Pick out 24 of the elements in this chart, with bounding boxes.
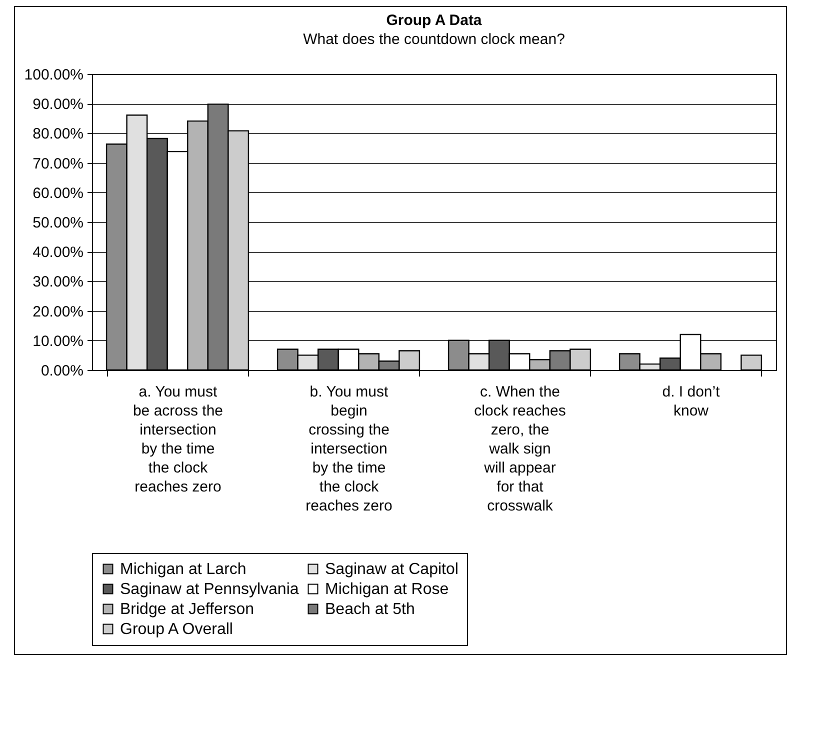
legend-label: Saginaw at Capitol xyxy=(325,561,458,578)
y-tick-label: 30.00% xyxy=(32,274,84,291)
y-tick-label: 80.00% xyxy=(32,126,84,143)
x-tick-label: b. You must begin crossing the intersection by the time the clock reaches zero xyxy=(306,384,392,514)
y-tick-label: 0.00% xyxy=(40,362,84,380)
legend-label: Group A Overall xyxy=(120,621,233,638)
legend-label: Saginaw at Pennsylvania xyxy=(120,581,299,598)
legend-label: Beach at 5th xyxy=(325,601,415,618)
y-tick-label: 50.00% xyxy=(32,214,84,232)
legend-label: Michigan at Rose xyxy=(325,581,449,598)
x-tick-label: d. I don’t know xyxy=(662,384,721,420)
y-tick-label: 40.00% xyxy=(32,244,84,262)
y-tick-label: 100.00% xyxy=(24,66,84,84)
legend-label: Bridge at Jefferson xyxy=(120,601,254,618)
y-tick-label: 90.00% xyxy=(32,96,84,114)
y-tick-label: 60.00% xyxy=(32,184,84,202)
y-tick-label: 20.00% xyxy=(32,303,84,320)
x-tick-label: a. You must be across the intersection by the time the clock reaches zero xyxy=(132,384,224,496)
y-tick-label: 10.00% xyxy=(32,332,84,350)
legend-label: Michigan at Larch xyxy=(120,561,246,578)
y-tick-label: 70.00% xyxy=(32,155,84,172)
x-tick-label: c. When the clock reaches zero, the walk sign will appear for that crosswalk xyxy=(474,384,566,514)
chart-subtitle: What does the countdown clock mean? xyxy=(303,31,565,48)
chart-title: Group A Data xyxy=(386,12,482,29)
